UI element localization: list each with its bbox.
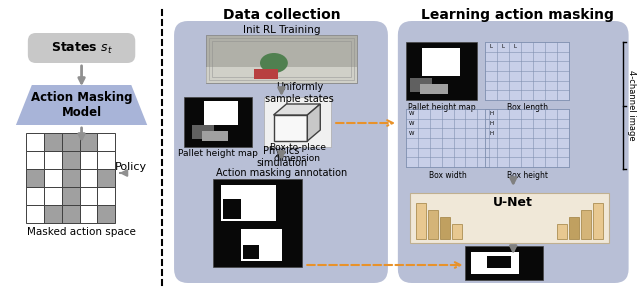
Bar — [204, 101, 237, 125]
Text: Box length: Box length — [507, 102, 548, 112]
Bar — [79, 133, 97, 151]
Bar — [243, 245, 259, 259]
Bar — [44, 151, 61, 169]
Bar — [79, 169, 97, 187]
Bar — [61, 205, 79, 223]
Bar — [97, 151, 115, 169]
Bar — [212, 41, 351, 77]
Bar — [26, 187, 44, 205]
Bar — [581, 210, 591, 239]
Text: Uniformly
sample states: Uniformly sample states — [265, 82, 333, 104]
Bar — [485, 42, 569, 100]
Text: L: L — [514, 44, 516, 49]
Polygon shape — [273, 104, 320, 115]
Bar — [206, 67, 357, 83]
Text: H: H — [490, 131, 493, 136]
FancyBboxPatch shape — [174, 21, 388, 283]
Bar — [79, 151, 97, 169]
Bar — [440, 217, 449, 239]
Text: Action masking annotation: Action masking annotation — [216, 168, 347, 178]
Bar — [184, 97, 252, 147]
Bar — [26, 151, 44, 169]
Bar — [209, 38, 354, 80]
Bar — [485, 109, 569, 167]
Text: Policy: Policy — [115, 162, 147, 172]
Text: W: W — [409, 121, 415, 126]
Bar — [253, 69, 278, 79]
Bar — [61, 133, 79, 151]
Bar — [213, 179, 302, 267]
Bar — [221, 185, 275, 221]
Text: Data collection: Data collection — [223, 8, 340, 22]
Text: W: W — [409, 111, 415, 116]
Ellipse shape — [260, 53, 288, 73]
Bar — [410, 193, 609, 243]
Bar — [192, 125, 214, 139]
Bar — [406, 109, 490, 167]
Bar — [44, 205, 61, 223]
Bar — [44, 133, 61, 151]
Polygon shape — [307, 104, 320, 141]
Text: Learning action masking: Learning action masking — [420, 8, 614, 22]
Bar — [472, 252, 519, 274]
Bar — [26, 133, 44, 151]
Bar — [206, 35, 357, 83]
Bar — [422, 48, 460, 76]
Bar — [273, 115, 307, 141]
Text: Pallet height map: Pallet height map — [178, 148, 258, 158]
Bar — [428, 210, 438, 239]
Bar — [26, 169, 44, 187]
Text: 4-channel image: 4-channel image — [627, 70, 636, 140]
Bar — [61, 151, 79, 169]
Bar — [241, 229, 282, 261]
Bar — [79, 205, 97, 223]
Bar — [97, 133, 115, 151]
Bar — [44, 169, 61, 187]
Bar — [223, 199, 241, 219]
Bar — [593, 203, 603, 239]
Text: L: L — [490, 44, 493, 49]
Text: Action Masking
Model: Action Masking Model — [31, 91, 132, 119]
Text: H: H — [490, 121, 493, 126]
Bar — [452, 224, 461, 239]
Polygon shape — [16, 85, 147, 125]
Text: W: W — [409, 131, 415, 136]
Text: Physics
simulation: Physics simulation — [256, 146, 307, 168]
Text: U-Net: U-Net — [493, 196, 533, 209]
Bar — [97, 169, 115, 187]
Bar — [488, 256, 511, 268]
FancyBboxPatch shape — [398, 21, 628, 283]
Text: Box-to-place
dimension: Box-to-place dimension — [269, 143, 326, 163]
Bar — [97, 187, 115, 205]
Text: Init RL Training: Init RL Training — [243, 25, 320, 35]
Bar — [569, 217, 579, 239]
Bar — [557, 224, 567, 239]
Text: States $s_t$: States $s_t$ — [51, 40, 113, 55]
Bar — [202, 131, 228, 141]
Bar — [420, 84, 447, 94]
Bar — [410, 78, 431, 92]
Bar — [406, 42, 477, 100]
Text: Masked action space: Masked action space — [27, 227, 136, 237]
Text: L: L — [502, 44, 505, 49]
Bar — [61, 187, 79, 205]
Bar — [97, 205, 115, 223]
Bar — [465, 246, 543, 280]
Bar — [26, 205, 44, 223]
Text: Pallet height map: Pallet height map — [408, 102, 476, 112]
Bar — [206, 35, 357, 83]
Bar — [79, 187, 97, 205]
Text: Box height: Box height — [507, 171, 548, 181]
Bar — [416, 203, 426, 239]
Bar — [44, 187, 61, 205]
Text: Box width: Box width — [429, 171, 467, 181]
FancyBboxPatch shape — [28, 33, 135, 63]
Bar — [264, 97, 332, 147]
Bar — [61, 169, 79, 187]
Text: H: H — [490, 111, 493, 116]
